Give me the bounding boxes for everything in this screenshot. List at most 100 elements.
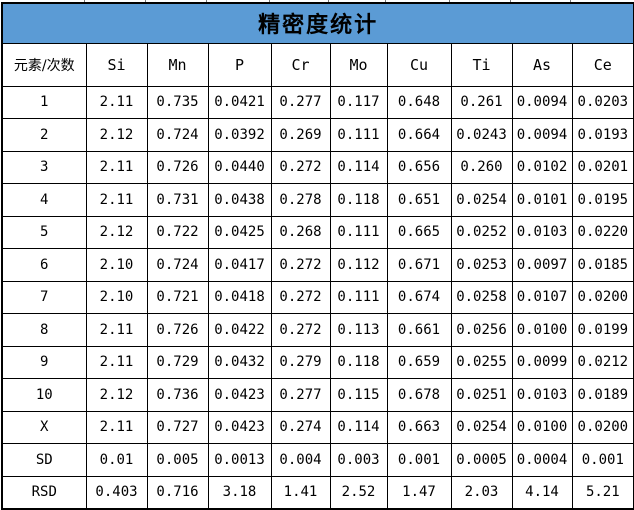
cell: 0.0254 [450, 410, 513, 444]
cell: 2.12 [85, 118, 148, 152]
cell: 0.0252 [450, 215, 513, 249]
cell: 0.0094 [511, 85, 573, 119]
cell: 0.118 [329, 183, 388, 217]
row-label: 9 [1, 345, 87, 379]
cell: 0.721 [146, 280, 209, 314]
cell: 0.735 [146, 85, 209, 119]
cell: 0.272 [270, 280, 331, 314]
cell: 0.0251 [450, 378, 513, 412]
cell: 2.11 [85, 410, 148, 444]
table-row: 7 2.10 0.721 0.0418 0.272 0.111 0.674 0.… [1, 280, 634, 314]
cell: 2.11 [85, 313, 148, 347]
cell: 0.671 [386, 248, 452, 282]
cell: 4.14 [511, 475, 573, 509]
table-row: 4 2.11 0.731 0.0438 0.278 0.118 0.651 0.… [1, 183, 634, 217]
column-header-cr: Cr [270, 42, 331, 87]
table-row: 9 2.11 0.729 0.0432 0.279 0.118 0.659 0.… [1, 345, 634, 379]
cell: 0.0425 [207, 215, 272, 249]
cell: 2.12 [85, 378, 148, 412]
cell: 0.0422 [207, 313, 272, 347]
cell: 2.11 [85, 150, 148, 184]
cell: 0.716 [146, 475, 209, 509]
cell: 0.0254 [450, 183, 513, 217]
table-row: 8 2.11 0.726 0.0422 0.272 0.113 0.661 0.… [1, 313, 634, 347]
cell: 0.114 [329, 150, 388, 184]
row-label: 8 [1, 313, 87, 347]
cell: 0.003 [329, 443, 388, 477]
table-title: 精密度统计 [1, 2, 634, 44]
row-label: 7 [1, 280, 87, 314]
cell: 0.0004 [511, 443, 573, 477]
table-row: RSD 0.403 0.716 3.18 1.41 2.52 1.47 2.03… [1, 475, 634, 509]
cell: 2.12 [85, 215, 148, 249]
column-header-element: 元素/次数 [1, 42, 87, 87]
cell: 0.724 [146, 118, 209, 152]
header-row: 元素/次数 Si Mn P Cr Mo Cu Ti As Ce [1, 42, 634, 87]
cell: 0.0243 [450, 118, 513, 152]
cell: 0.0005 [450, 443, 513, 477]
table-row: X 2.11 0.727 0.0423 0.274 0.114 0.663 0.… [1, 410, 634, 444]
cell: 2.11 [85, 183, 148, 217]
cell: 0.111 [329, 215, 388, 249]
row-label: RSD [1, 475, 87, 509]
cell: 1.47 [386, 475, 452, 509]
cell: 0.117 [329, 85, 388, 119]
cell: 0.0256 [450, 313, 513, 347]
cell: 0.01 [85, 443, 148, 477]
column-header-mo: Mo [329, 42, 388, 87]
cell: 0.0200 [571, 280, 634, 314]
table-row: 5 2.12 0.722 0.0425 0.268 0.111 0.665 0.… [1, 215, 634, 249]
cell: 0.726 [146, 150, 209, 184]
row-label: 3 [1, 150, 87, 184]
cell: 0.727 [146, 410, 209, 444]
cell: 0.724 [146, 248, 209, 282]
cell: 0.0220 [571, 215, 634, 249]
row-label: 6 [1, 248, 87, 282]
column-header-ti: Ti [450, 42, 513, 87]
column-header-p: P [207, 42, 272, 87]
cell: 0.272 [270, 248, 331, 282]
table-row: 6 2.10 0.724 0.0417 0.272 0.112 0.671 0.… [1, 248, 634, 282]
column-header-ce: Ce [571, 42, 634, 87]
cell: 0.0253 [450, 248, 513, 282]
cell: 2.11 [85, 345, 148, 379]
cell: 0.0185 [571, 248, 634, 282]
table-row: SD 0.01 0.005 0.0013 0.004 0.003 0.001 0… [1, 443, 634, 477]
cell: 0.0097 [511, 248, 573, 282]
cell: 0.0100 [511, 313, 573, 347]
cell: 0.0423 [207, 378, 272, 412]
cell: 0.0102 [511, 150, 573, 184]
cell: 0.665 [386, 215, 452, 249]
cell: 0.664 [386, 118, 452, 152]
cell: 0.111 [329, 118, 388, 152]
cell: 0.118 [329, 345, 388, 379]
cell: 1.41 [270, 475, 331, 509]
cell: 0.0212 [571, 345, 634, 379]
cell: 0.261 [450, 85, 513, 119]
cell: 0.0440 [207, 150, 272, 184]
cell: 0.260 [450, 150, 513, 184]
cell: 0.272 [270, 313, 331, 347]
cell: 0.0201 [571, 150, 634, 184]
cell: 0.0203 [571, 85, 634, 119]
cell: 0.663 [386, 410, 452, 444]
cell: 0.661 [386, 313, 452, 347]
table-row: 2 2.12 0.724 0.0392 0.269 0.111 0.664 0.… [1, 118, 634, 152]
cell: 0.114 [329, 410, 388, 444]
cell: 0.001 [386, 443, 452, 477]
cell: 0.0107 [511, 280, 573, 314]
cell: 0.651 [386, 183, 452, 217]
cell: 0.0099 [511, 345, 573, 379]
cell: 0.659 [386, 345, 452, 379]
cell: 0.113 [329, 313, 388, 347]
cell: 0.0189 [571, 378, 634, 412]
column-header-mn: Mn [146, 42, 209, 87]
cell: 2.52 [329, 475, 388, 509]
cell: 2.11 [85, 85, 148, 119]
cell: 0.403 [85, 475, 148, 509]
cell: 0.001 [571, 443, 634, 477]
cell: 0.726 [146, 313, 209, 347]
cell: 0.0103 [511, 215, 573, 249]
row-label: SD [1, 443, 87, 477]
